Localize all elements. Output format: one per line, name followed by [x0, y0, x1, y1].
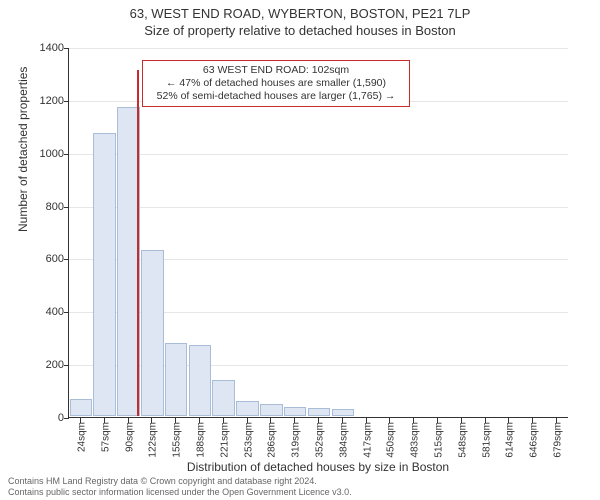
- annotation-line-3: 52% of semi-detached houses are larger (…: [149, 90, 403, 103]
- x-tick-label: 57sqm: [100, 422, 111, 452]
- x-tick-label: 483sqm: [410, 422, 421, 458]
- y-tick-label: 1400: [16, 42, 64, 54]
- title-line-2: Size of property relative to detached ho…: [0, 23, 600, 40]
- y-tick-mark: [64, 259, 69, 260]
- y-tick-label: 600: [16, 253, 64, 265]
- histogram-bar: [260, 404, 283, 416]
- y-tick-mark: [64, 312, 69, 313]
- y-tick-mark: [64, 154, 69, 155]
- gridline: [69, 207, 568, 208]
- annotation-line-1: 63 WEST END ROAD: 102sqm: [149, 64, 403, 77]
- footer-line-2: Contains public sector information licen…: [8, 487, 352, 497]
- y-tick-label: 800: [16, 201, 64, 213]
- annotation-box: 63 WEST END ROAD: 102sqm ← 47% of detach…: [142, 60, 410, 107]
- x-tick-label: 286sqm: [267, 422, 278, 458]
- histogram-bar: [93, 133, 116, 416]
- footer-attribution: Contains HM Land Registry data © Crown c…: [8, 476, 352, 497]
- gridline: [69, 48, 568, 49]
- histogram-bar: [189, 345, 212, 416]
- x-tick-label: 221sqm: [219, 422, 230, 458]
- x-tick-label: 90sqm: [124, 422, 135, 452]
- y-tick-label: 1200: [16, 95, 64, 107]
- y-tick-label: 1000: [16, 148, 64, 160]
- x-tick-label: 122sqm: [148, 422, 159, 458]
- footer-line-1: Contains HM Land Registry data © Crown c…: [8, 476, 352, 486]
- x-tick-label: 679sqm: [553, 422, 564, 458]
- histogram-bar: [165, 343, 188, 416]
- y-tick-mark: [64, 101, 69, 102]
- histogram-bar: [332, 409, 355, 416]
- y-tick-mark: [64, 207, 69, 208]
- y-tick-label: 400: [16, 306, 64, 318]
- gridline: [69, 154, 568, 155]
- x-tick-label: 319sqm: [291, 422, 302, 458]
- histogram-bar: [308, 408, 331, 416]
- x-tick-label: 352sqm: [315, 422, 326, 458]
- x-tick-label: 646sqm: [529, 422, 540, 458]
- histogram-bar: [141, 250, 164, 417]
- x-tick-label: 548sqm: [457, 422, 468, 458]
- x-tick-label: 417sqm: [362, 422, 373, 458]
- x-tick-label: 515sqm: [434, 422, 445, 458]
- y-tick-mark: [64, 365, 69, 366]
- histogram-bar: [236, 401, 259, 416]
- x-tick-label: 253sqm: [243, 422, 254, 458]
- x-tick-label: 24sqm: [76, 422, 87, 452]
- x-tick-label: 581sqm: [481, 422, 492, 458]
- chart-container: 63, WEST END ROAD, WYBERTON, BOSTON, PE2…: [0, 0, 600, 500]
- x-tick-label: 614sqm: [505, 422, 516, 458]
- title-line-1: 63, WEST END ROAD, WYBERTON, BOSTON, PE2…: [0, 6, 600, 23]
- x-tick-label: 450sqm: [386, 422, 397, 458]
- property-marker-line: [137, 70, 139, 416]
- histogram-bar: [284, 407, 307, 416]
- y-tick-mark: [64, 418, 69, 419]
- histogram-bar: [70, 399, 93, 416]
- x-axis-label: Distribution of detached houses by size …: [68, 460, 568, 474]
- y-tick-label: 200: [16, 359, 64, 371]
- y-tick-mark: [64, 48, 69, 49]
- x-tick-label: 155sqm: [172, 422, 183, 458]
- y-tick-label: 0: [16, 412, 64, 424]
- x-tick-label: 188sqm: [195, 422, 206, 458]
- x-tick-label: 384sqm: [338, 422, 349, 458]
- histogram-bar: [212, 380, 235, 416]
- annotation-line-2: ← 47% of detached houses are smaller (1,…: [149, 77, 403, 90]
- title-block: 63, WEST END ROAD, WYBERTON, BOSTON, PE2…: [0, 0, 600, 40]
